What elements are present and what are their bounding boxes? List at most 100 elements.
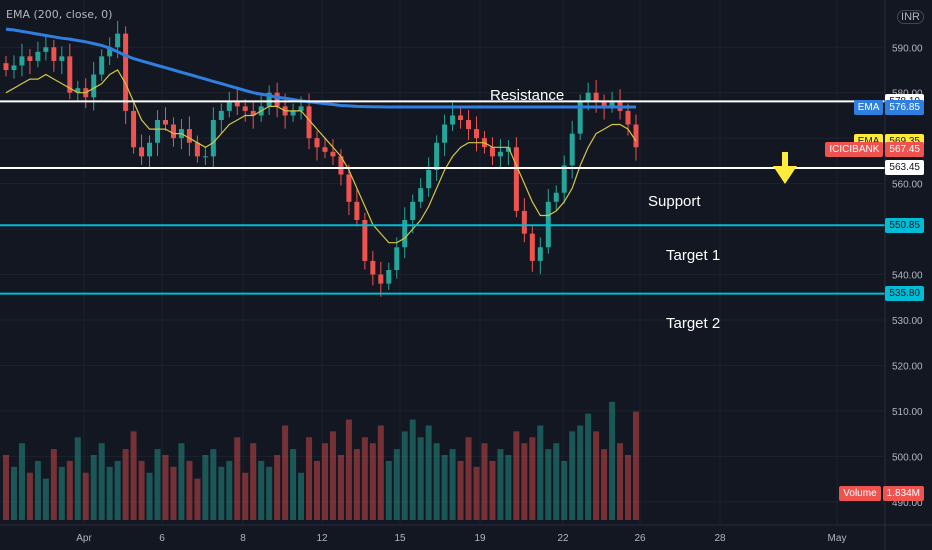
candle-body [202,156,208,158]
volume-bar [473,466,480,520]
price-tag-value: 535.80 [885,286,924,302]
candle-body [99,56,105,75]
level-lines[interactable] [0,100,885,295]
volume-bar [306,437,313,520]
candle-body [561,165,567,193]
candle-body [11,65,17,70]
candle-body [290,110,296,116]
volume-bar [329,431,336,520]
ema-short-line [5,69,637,244]
candle-body [194,142,200,157]
candle-body [43,47,49,52]
grid-lines [0,0,885,525]
volume-bar [290,449,297,520]
candle-body [625,110,631,125]
x-tick-label: 6 [159,533,165,544]
volume-bar [321,443,328,520]
x-tick-label: 12 [316,533,328,544]
candle-body [513,147,519,211]
volume-bar [433,443,440,520]
volume-bar [465,437,472,520]
volume-bar [106,466,113,520]
candle-body [601,101,607,107]
volume-bar [3,455,9,520]
candle-body [27,56,33,61]
volume-bar [513,431,520,520]
candle-body [234,101,240,107]
y-tick-label: 560.00 [892,180,923,191]
y-tick-label: 530.00 [892,316,923,327]
candle-body [410,201,416,220]
candle-body [450,115,456,125]
candle-body [218,110,224,120]
volume-bar [609,401,616,520]
volume-bar [66,460,73,520]
candle-body [521,210,527,234]
candle-body [426,170,432,189]
volume-bar [385,460,392,520]
volume-bar [569,431,576,520]
candle-body [537,247,543,261]
volume-bar [10,466,17,520]
indicator-label[interactable]: EMA (200, close, 0) [6,8,113,21]
volume-bar [337,455,344,520]
volume-bar [377,425,384,520]
candle-body [314,138,320,148]
volume-bar [625,455,632,520]
candle-body [147,142,153,157]
volume-bar [186,460,193,520]
volume-bar [178,443,185,520]
candle-body [51,47,57,61]
volume-bar [114,460,121,520]
x-tick-label: 26 [634,533,646,544]
symbol-price-tag: ICICIBANK 567.45 [825,142,924,158]
volume-bar [250,443,257,520]
candle-body [210,120,216,157]
candle-body [306,106,312,139]
candle-body [418,188,424,202]
volume-bar [162,455,169,520]
volume-bar [18,443,25,520]
price-tag-value: 567.45 [885,142,924,158]
candle-body [115,33,121,48]
target1-label: Target 1 [666,247,720,264]
candle-body [226,101,232,111]
support-price-tag: 563.45 [885,160,924,176]
volume-bar [497,449,504,520]
volume-bar [130,431,137,520]
candle-body [107,47,113,57]
currency-label[interactable]: INR [897,10,924,24]
candle-body [330,151,336,157]
volume-bar [298,472,305,520]
candle-body [474,129,480,139]
candle-body [466,120,472,130]
candle-body [67,56,73,93]
candle-body [585,92,591,102]
volume-bar [441,455,448,520]
candle-body [139,147,145,157]
candle-body [434,142,440,170]
annotations: Resistance Support Target 1 Target 2 [490,87,797,332]
volume-bar [34,460,41,520]
candle-body [250,110,256,116]
volume-bar [170,466,177,520]
candle-body [3,63,9,70]
y-tick-label: 500.00 [892,452,923,463]
candle-body [162,120,168,125]
volume-tag-value: 1.834M [882,486,924,501]
resistance-label: Resistance [490,87,564,104]
y-tick-label: 520.00 [892,361,923,372]
candle-body [155,120,161,143]
candle-body [633,124,639,148]
volume-bar [617,443,624,520]
volume-bar [58,466,65,520]
y-tick-label: 510.00 [892,407,923,418]
volume-bar [122,449,129,520]
volume-bar [537,425,544,520]
volume-bar [353,449,360,520]
volume-bar [314,460,321,520]
volume-bar [561,460,568,520]
x-tick-label: 22 [557,533,569,544]
target2-price-tag: 535.80 [885,286,924,302]
